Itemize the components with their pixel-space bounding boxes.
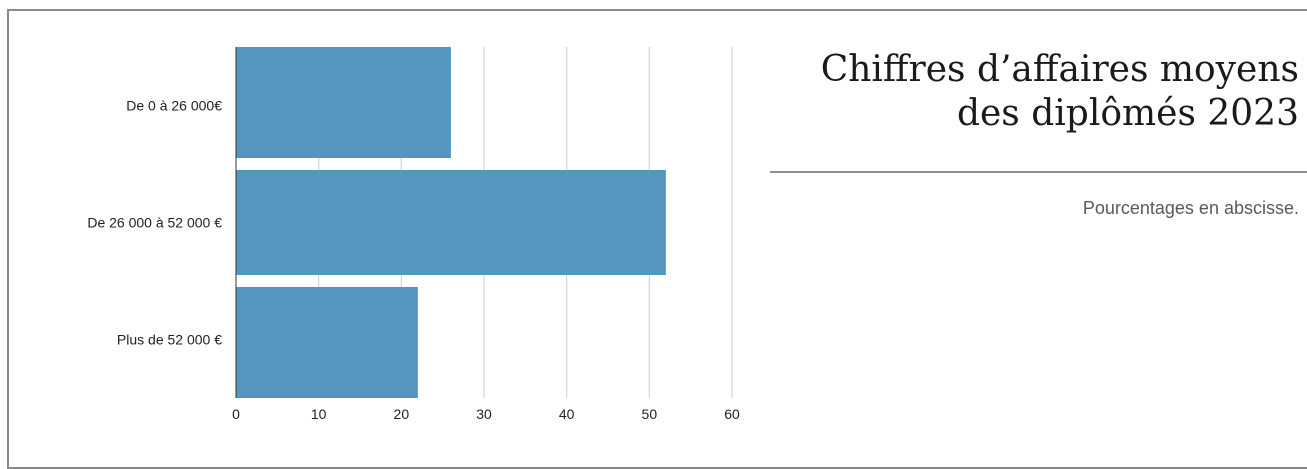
category-label: De 0 à 26 000€ (126, 98, 222, 114)
x-tick-label: 60 (724, 406, 740, 422)
title-divider (770, 171, 1307, 173)
category-label: De 26 000 à 52 000 € (87, 215, 222, 231)
bar (236, 287, 418, 398)
chart-subtitle: Pourcentages en abscisse. (1082, 198, 1299, 218)
bar (236, 170, 666, 275)
chart-title: Chiffres d’affaires moyens des diplômés … (739, 48, 1299, 136)
chart-title-line-1: Chiffres d’affaires moyens (820, 49, 1299, 90)
x-tick-label: 0 (232, 406, 240, 422)
category-label: Plus de 52 000 € (117, 332, 222, 348)
chart-title-line-2: des diplômés 2023 (956, 93, 1299, 134)
bar-chart: De 0 à 26 000€ De 26 000 à 52 000 € Plus d… (87, 47, 740, 422)
x-tick-label: 10 (311, 406, 327, 422)
bar (236, 47, 451, 158)
x-tick-label: 20 (394, 406, 410, 422)
x-tick-label: 30 (476, 406, 492, 422)
x-tick-label: 40 (559, 406, 575, 422)
x-tick-label: 50 (642, 406, 658, 422)
